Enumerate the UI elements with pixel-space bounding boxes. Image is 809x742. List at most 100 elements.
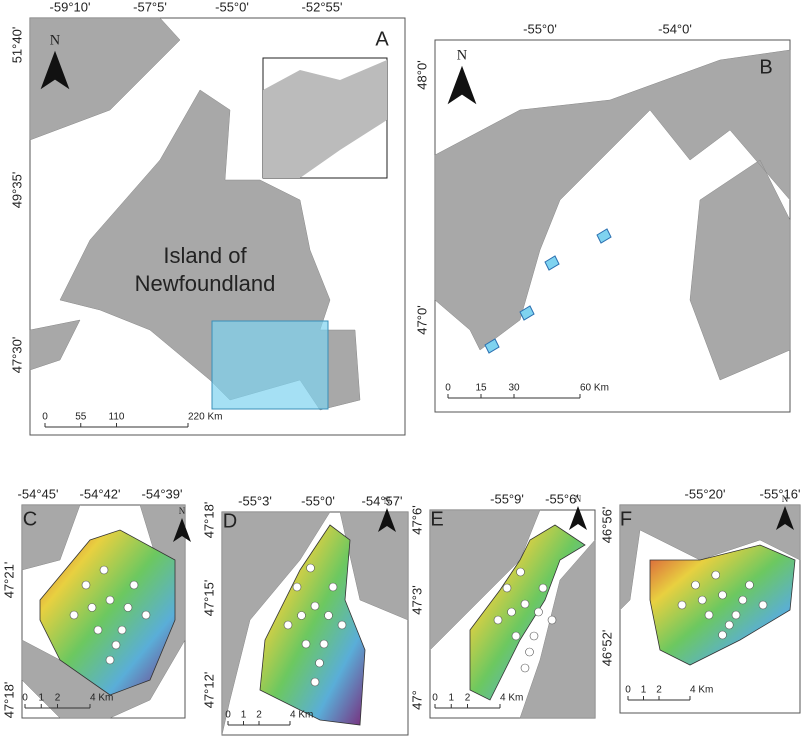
latitude-label: 46°56' — [599, 507, 614, 544]
land — [434, 49, 791, 381]
sample-site — [731, 610, 741, 620]
sample-site — [724, 620, 734, 630]
sample-site — [123, 603, 133, 612]
scale-label: 55 — [75, 412, 87, 423]
scale-label: 15 — [475, 383, 487, 394]
sample-site — [511, 631, 521, 641]
longitude-label: -54°42' — [80, 486, 121, 501]
north-label: N — [384, 496, 391, 506]
scale-label: 4 Km — [500, 693, 523, 704]
latitude-label: 47°18' — [1, 682, 16, 719]
map-panel: Island of Newfoundland -59°10' -57°5' -55°0'… — [9, 0, 406, 436]
sample-site — [93, 625, 103, 635]
longitude-label: -55°0' — [301, 493, 335, 508]
longitude-label: -55°6' — [545, 491, 579, 506]
north-arrow — [776, 506, 794, 530]
latitude-label: 47°21' — [1, 562, 16, 599]
sample-site — [283, 620, 293, 630]
latitude-label: 47°18' — [201, 502, 216, 539]
latitude-label: 47° — [409, 690, 424, 710]
sample-site — [315, 658, 324, 668]
site — [484, 338, 500, 354]
sample-site — [525, 647, 534, 657]
scale-label: 0 — [42, 412, 48, 423]
scale-label: 1 — [641, 685, 647, 696]
north-arrow — [173, 518, 191, 542]
sample-site — [718, 590, 727, 600]
scale-label: 110 — [109, 412, 125, 423]
scale-label: 4 Km — [290, 710, 313, 721]
sample-site — [697, 595, 707, 605]
sample-site — [711, 570, 721, 580]
scale-label: 0 — [432, 693, 438, 704]
north-arrow — [447, 65, 477, 105]
scale-label: 30 — [508, 383, 520, 394]
panel-letter: A — [375, 28, 389, 50]
map-panel: -55°0' -54°0' 48°0' 47°0' B N 0 15 30 60 Km — [414, 21, 791, 413]
bathymetry — [259, 524, 366, 726]
longitude-label: -55°0' — [215, 0, 249, 14]
sample-site — [520, 663, 530, 673]
scale-label: 2 — [55, 693, 61, 704]
sample-site — [507, 607, 516, 617]
map-panel: -55°20' -55°16' 46°56' 46°52' F N 0 1 2 4 Km — [599, 486, 801, 714]
north-arrow — [569, 506, 587, 530]
longitude-label: -55°9' — [490, 491, 524, 506]
site — [519, 305, 535, 321]
sample-site — [81, 580, 91, 590]
scale-label: 2 — [256, 710, 262, 721]
site — [596, 228, 612, 244]
sample-site — [69, 610, 79, 620]
latitude-label: 51°40' — [9, 27, 24, 64]
longitude-label: -52°55' — [302, 0, 343, 14]
sample-site — [111, 640, 121, 650]
map-panel: -54°45' -54°42' -54°39' 47°21' 47°18' C N 0 1 2 4 … — [1, 486, 191, 719]
sample-site — [129, 580, 139, 590]
panel-letter: C — [23, 508, 37, 530]
sample-site — [310, 677, 320, 687]
land — [619, 504, 801, 611]
north-label: N — [50, 32, 61, 48]
panel-letter: D — [223, 510, 237, 532]
sample-site — [99, 565, 109, 575]
bathymetry — [469, 524, 586, 701]
panel-letter: F — [620, 508, 632, 530]
latitude-label: 47°6' — [409, 505, 424, 534]
sample-site — [105, 655, 115, 665]
longitude-label: -55°20' — [685, 486, 726, 501]
study-area — [211, 320, 329, 410]
panel-letter: B — [759, 56, 772, 78]
longitude-label: -55°3' — [238, 493, 272, 508]
longitude-label: -54°57' — [362, 493, 403, 508]
scale-label: 1 — [38, 693, 44, 704]
sample-site — [516, 567, 525, 577]
north-label: N — [179, 506, 186, 516]
sample-site — [292, 582, 302, 592]
sample-site — [319, 639, 329, 649]
scale-label: 60 Km — [580, 383, 609, 394]
island-label: Island of — [163, 243, 247, 268]
sample-site — [301, 639, 311, 649]
inset-land — [263, 60, 387, 178]
sample-site — [677, 600, 687, 610]
north-arrow — [378, 508, 396, 532]
sample-site — [117, 625, 127, 635]
scale-label: 2 — [465, 693, 471, 704]
bathymetry — [39, 529, 176, 696]
sample-site — [704, 610, 714, 620]
sample-site — [306, 563, 315, 573]
north-label: N — [575, 494, 582, 504]
scale-label: 1 — [448, 693, 454, 704]
longitude-label: -54°0' — [658, 21, 692, 36]
sample-site — [738, 595, 748, 605]
longitude-label: -59°10' — [50, 0, 91, 14]
sample-site — [745, 580, 754, 590]
sample-site — [538, 583, 548, 593]
scale-label: 0 — [22, 693, 28, 704]
latitude-label: 47°12' — [201, 672, 216, 709]
longitude-label: -55°0' — [523, 21, 557, 36]
scale-label: 2 — [656, 685, 662, 696]
latitude-label: 49°35' — [9, 172, 24, 209]
longitude-label: -57°5' — [133, 0, 167, 14]
sample-site — [105, 595, 115, 605]
